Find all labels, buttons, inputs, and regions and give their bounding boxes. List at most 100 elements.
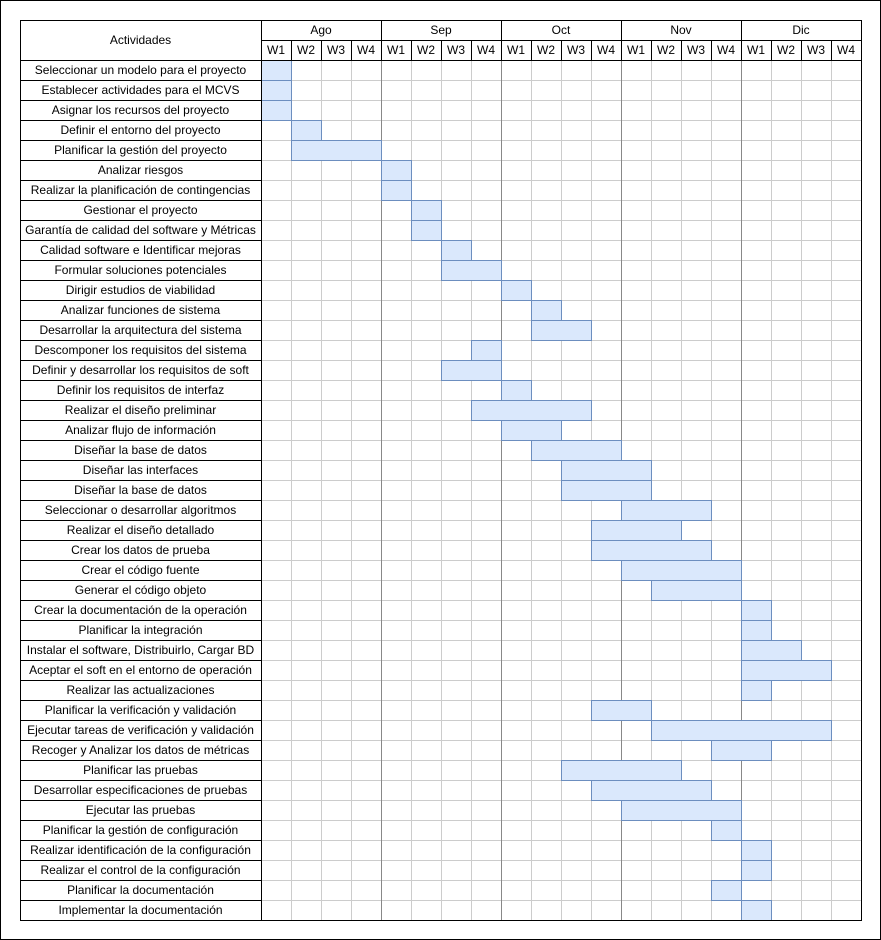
gantt-bar — [651, 720, 832, 741]
activity-label: Recoger y Analizar los datos de métricas — [32, 743, 249, 757]
gantt-bar — [501, 280, 532, 301]
activity-label: Analizar flujo de información — [65, 423, 216, 437]
gantt-bar — [261, 60, 292, 81]
activity-label: Realizar la planificación de contingenci… — [31, 183, 250, 197]
month-label: Dic — [792, 23, 809, 37]
gantt-bar — [741, 660, 832, 681]
activity-label: Seleccionar o desarrollar algoritmos — [45, 503, 236, 517]
gantt-bar — [261, 80, 292, 101]
activity-label: Seleccionar un modelo para el proyecto — [35, 63, 247, 77]
gantt-bar — [591, 540, 712, 561]
activity-label: Planificar la integración — [78, 623, 202, 637]
week-label: W2 — [657, 43, 675, 57]
week-label: W1 — [747, 43, 765, 57]
week-label: W3 — [567, 43, 585, 57]
gantt-bar — [291, 120, 322, 141]
week-label: W4 — [717, 43, 735, 57]
gantt-bar — [711, 740, 772, 761]
gantt-bar — [411, 200, 442, 221]
gantt-bar — [531, 300, 562, 321]
activity-label: Realizar el control de la configuración — [40, 863, 240, 877]
week-label: W4 — [837, 43, 855, 57]
activity-label: Formular soluciones potenciales — [54, 263, 226, 277]
week-label: W4 — [477, 43, 495, 57]
gantt-bar — [651, 580, 742, 601]
gantt-bar — [471, 340, 502, 361]
gantt-bar — [411, 220, 442, 241]
activity-label: Planificar la gestión de configuración — [43, 823, 238, 837]
activity-label: Establecer actividades para el MCVS — [41, 83, 239, 97]
week-label: W2 — [537, 43, 555, 57]
activity-label: Analizar funciones de sistema — [61, 303, 221, 317]
gantt-bar — [741, 860, 772, 881]
activities-header: Actividades — [110, 33, 171, 47]
week-label: W3 — [327, 43, 345, 57]
activity-label: Garantía de calidad del software y Métri… — [25, 223, 256, 237]
gantt-bar — [591, 520, 682, 541]
activity-label: Ejecutar tareas de verificación y valida… — [27, 723, 254, 737]
activity-label: Calidad software e Identificar mejoras — [40, 243, 241, 257]
gantt-bar — [561, 480, 652, 501]
gantt-bar — [741, 620, 772, 641]
month-label: Sep — [430, 23, 452, 37]
gantt-bar — [291, 140, 382, 161]
gantt-bar — [591, 700, 652, 721]
activity-label: Desarrollar la arquitectura del sistema — [39, 323, 241, 337]
activity-label: Aceptar el soft en el entorno de operaci… — [29, 663, 252, 677]
activity-label: Gestionar el proyecto — [83, 203, 197, 217]
activity-label: Generar el código objeto — [75, 583, 207, 597]
activity-label: Desarrollar especificaciones de pruebas — [34, 783, 247, 797]
week-label: W2 — [417, 43, 435, 57]
activity-label: Definir y desarrollar los requisitos de … — [32, 363, 249, 377]
week-label: W3 — [687, 43, 705, 57]
week-label: W2 — [777, 43, 795, 57]
week-label: W1 — [267, 43, 285, 57]
week-label: W4 — [357, 43, 375, 57]
activity-label: Diseñar la base de datos — [74, 483, 207, 497]
gantt-bar — [741, 640, 802, 661]
table-border — [20, 20, 862, 921]
week-label: W1 — [387, 43, 405, 57]
gantt-bar — [471, 400, 592, 421]
week-label: W1 — [627, 43, 645, 57]
week-label: W3 — [447, 43, 465, 57]
gantt-bar — [741, 840, 772, 861]
activity-label: Planificar la verificación y validación — [45, 703, 236, 717]
activity-label: Planificar las pruebas — [83, 763, 198, 777]
activity-label: Realizar el diseño preliminar — [65, 403, 216, 417]
gantt-bar — [381, 160, 412, 181]
activity-label: Diseñar las interfaces — [83, 463, 198, 477]
activity-label: Definir los requisitos de interfaz — [57, 383, 224, 397]
activity-label: Crear la documentación de la operación — [34, 603, 247, 617]
gantt-bar — [711, 820, 742, 841]
activity-label: Ejecutar las pruebas — [86, 803, 195, 817]
week-label: W3 — [807, 43, 825, 57]
activity-label: Crear el código fuente — [81, 563, 199, 577]
month-label: Oct — [552, 23, 571, 37]
month-label: Nov — [670, 23, 691, 37]
gantt-bar — [501, 380, 532, 401]
gantt-bar — [381, 180, 412, 201]
activity-label: Instalar el software, Distribuirlo, Carg… — [27, 643, 255, 657]
activity-label: Dirigir estudios de viabilidad — [66, 283, 215, 297]
week-label: W2 — [297, 43, 315, 57]
gantt-bar — [561, 460, 652, 481]
activity-label: Asignar los recursos del proyecto — [52, 103, 230, 117]
gantt-bar — [441, 360, 502, 381]
gantt-bar — [621, 500, 712, 521]
gantt-bar — [591, 780, 712, 801]
month-label: Ago — [310, 23, 332, 37]
gantt-bar — [561, 760, 682, 781]
gantt-bar — [741, 680, 772, 701]
activity-label: Realizar el diseño detallado — [67, 523, 215, 537]
activity-label: Realizar las actualizaciones — [66, 683, 214, 697]
activity-label: Diseñar la base de datos — [74, 443, 207, 457]
gantt-bar — [621, 560, 742, 581]
activity-label: Planificar la gestión del proyecto — [54, 143, 227, 157]
gantt-bar — [741, 900, 772, 921]
activity-label: Analizar riesgos — [98, 163, 183, 177]
activity-label: Definir el entorno del proyecto — [60, 123, 220, 137]
activity-label: Crear los datos de prueba — [71, 543, 210, 557]
activity-label: Descomponer los requisitos del sistema — [34, 343, 246, 357]
